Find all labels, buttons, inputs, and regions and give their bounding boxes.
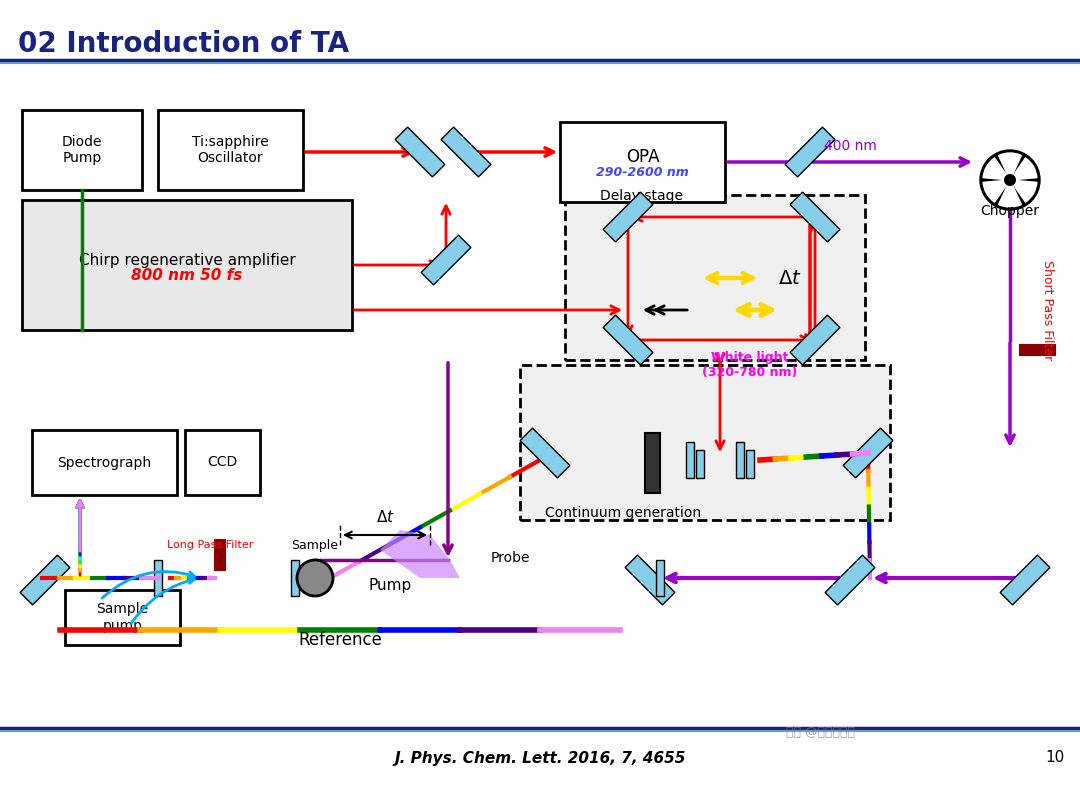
Text: Chopper: Chopper: [981, 204, 1039, 218]
Bar: [696, 450, 704, 478]
Bar: [645, 433, 660, 493]
Polygon shape: [21, 555, 70, 605]
Polygon shape: [791, 315, 840, 365]
Text: Chirp regenerative amplifier: Chirp regenerative amplifier: [79, 253, 295, 267]
Text: Probe: Probe: [490, 551, 530, 565]
Circle shape: [297, 560, 333, 596]
Text: $\Delta t$: $\Delta t$: [376, 509, 394, 525]
Polygon shape: [521, 428, 570, 478]
Text: White light
(320-780 nm): White light (320-780 nm): [702, 351, 798, 379]
Bar: [686, 442, 694, 478]
Text: OPA: OPA: [625, 148, 659, 166]
Bar: [1020, 345, 1055, 355]
Bar: [735, 442, 744, 478]
Bar: [22, 110, 141, 190]
Polygon shape: [1000, 555, 1050, 605]
Text: Ti:sapphire
Oscillator: Ti:sapphire Oscillator: [192, 135, 269, 165]
Text: Diode
Pump: Diode Pump: [62, 135, 103, 165]
Wedge shape: [1010, 158, 1037, 180]
Polygon shape: [843, 428, 893, 478]
Text: J. Phys. Chem. Lett. 2016, 7, 4655: J. Phys. Chem. Lett. 2016, 7, 4655: [394, 750, 686, 766]
Bar: [22, 200, 352, 330]
Text: $\Delta t$: $\Delta t$: [779, 269, 801, 287]
Text: Sample
pump: Sample pump: [96, 602, 149, 633]
Wedge shape: [999, 153, 1022, 180]
Bar: [565, 195, 865, 360]
Text: Short Pass Filter: Short Pass Filter: [1041, 260, 1054, 360]
Bar: [656, 560, 664, 596]
Text: 知乎 @微算云平台: 知乎 @微算云平台: [785, 726, 854, 738]
Polygon shape: [825, 555, 875, 605]
Bar: [519, 365, 890, 520]
Bar: [154, 560, 162, 596]
Bar: [32, 430, 177, 495]
Polygon shape: [625, 555, 675, 605]
Wedge shape: [983, 180, 1010, 202]
Bar: [746, 450, 754, 478]
Circle shape: [980, 150, 1040, 210]
Text: Delay stage: Delay stage: [600, 189, 683, 203]
Text: Reference: Reference: [298, 631, 382, 649]
Text: Continuum generation: Continuum generation: [545, 506, 701, 520]
Text: Long Pass Filter: Long Pass Filter: [166, 540, 253, 550]
Bar: [185, 430, 260, 495]
Polygon shape: [603, 315, 653, 365]
Text: 800 nm 50 fs: 800 nm 50 fs: [132, 267, 243, 282]
Polygon shape: [791, 192, 840, 242]
Text: Spectrograph: Spectrograph: [57, 455, 151, 470]
Circle shape: [1004, 174, 1016, 186]
Polygon shape: [380, 530, 460, 578]
Text: 02 Introduction of TA: 02 Introduction of TA: [18, 30, 349, 58]
Text: Pump: Pump: [368, 578, 411, 593]
Polygon shape: [395, 127, 445, 177]
Text: CCD: CCD: [207, 455, 238, 470]
Bar: [215, 540, 225, 570]
Polygon shape: [785, 127, 835, 177]
Text: 290-2600 nm: 290-2600 nm: [596, 166, 689, 178]
Bar: [291, 560, 299, 596]
Wedge shape: [1010, 180, 1037, 202]
Polygon shape: [421, 235, 471, 285]
Wedge shape: [999, 180, 1022, 207]
Bar: [65, 590, 180, 645]
Text: 400 nm: 400 nm: [824, 139, 877, 153]
Bar: [158, 110, 303, 190]
Text: Sample: Sample: [292, 539, 338, 552]
Polygon shape: [603, 192, 653, 242]
Wedge shape: [983, 158, 1010, 180]
Polygon shape: [441, 127, 491, 177]
Bar: [561, 122, 725, 202]
Text: 10: 10: [1045, 750, 1065, 766]
